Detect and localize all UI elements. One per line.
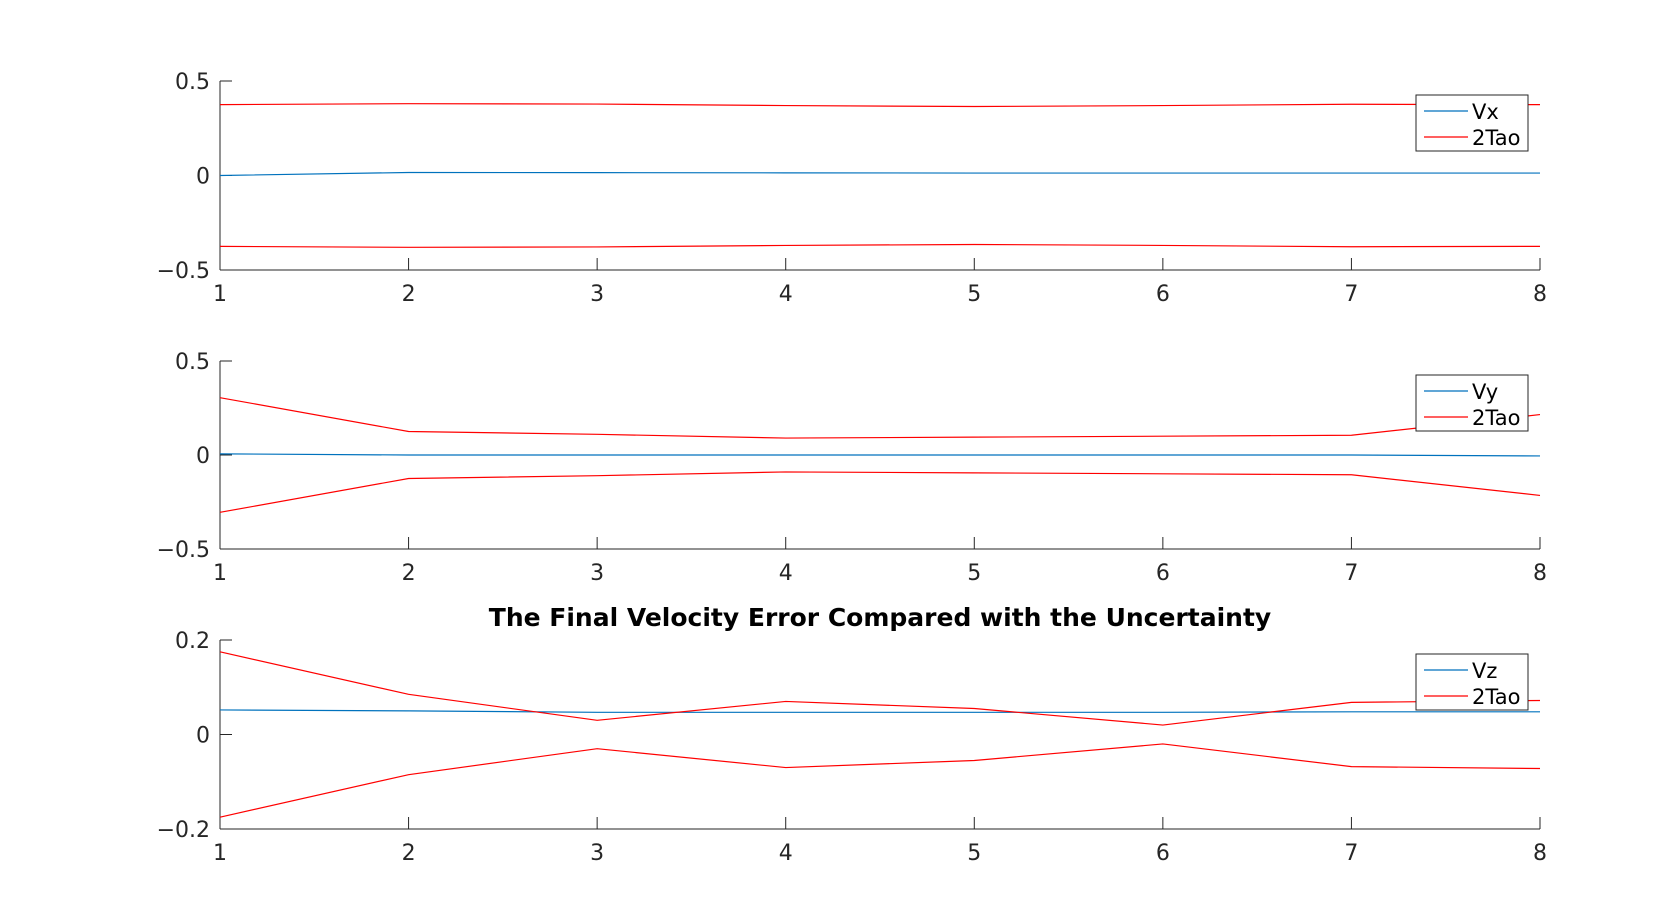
series-line-lower-bound bbox=[219, 471, 1541, 513]
y-tick-label: 0.5 bbox=[175, 350, 210, 375]
x-tick-label: 1 bbox=[213, 561, 227, 586]
legend-box bbox=[1415, 374, 1529, 432]
y-tick-label: 0 bbox=[196, 165, 210, 190]
x-tick-label: 8 bbox=[1533, 841, 1547, 866]
y-tick-label: −0.5 bbox=[157, 538, 210, 563]
x-tick-label: 7 bbox=[1344, 282, 1358, 307]
x-tick-label: 8 bbox=[1533, 561, 1547, 586]
legend-label: 2Tao bbox=[1472, 126, 1520, 150]
legend-label: Vz bbox=[1472, 659, 1497, 683]
y-tick-label: 0 bbox=[196, 724, 210, 749]
series-line-2tao bbox=[219, 651, 1541, 726]
y-tick-label: 0 bbox=[196, 444, 210, 469]
x-tick-label: 3 bbox=[590, 561, 604, 586]
x-tick-label: 2 bbox=[402, 841, 416, 866]
series-line-lower-bound bbox=[219, 243, 1541, 248]
series-line-2tao bbox=[219, 397, 1541, 439]
x-tick-label: 8 bbox=[1533, 282, 1547, 307]
legend-box bbox=[1415, 94, 1529, 152]
series-line-vz bbox=[219, 709, 1540, 713]
x-tick-label: 2 bbox=[402, 282, 416, 307]
x-tick-label: 3 bbox=[590, 282, 604, 307]
series-line-vx bbox=[219, 171, 1540, 177]
x-tick-label: 5 bbox=[967, 561, 981, 586]
x-tick-label: 5 bbox=[967, 841, 981, 866]
y-tick-label: −0.5 bbox=[157, 259, 210, 284]
x-tick-label: 7 bbox=[1344, 561, 1358, 586]
series-line-vy bbox=[219, 453, 1541, 457]
chart-title: The Final Velocity Error Compared with t… bbox=[489, 603, 1271, 632]
x-tick-label: 7 bbox=[1344, 841, 1358, 866]
x-tick-label: 1 bbox=[213, 841, 227, 866]
y-tick-label: 0.2 bbox=[175, 629, 210, 654]
x-tick-label: 4 bbox=[779, 282, 793, 307]
x-tick-label: 1 bbox=[213, 282, 227, 307]
x-tick-label: 3 bbox=[590, 841, 604, 866]
x-tick-label: 5 bbox=[967, 282, 981, 307]
x-tick-label: 6 bbox=[1156, 561, 1170, 586]
legend-label: 2Tao bbox=[1472, 406, 1520, 430]
y-tick-label: 0.5 bbox=[175, 70, 210, 95]
x-tick-label: 4 bbox=[779, 561, 793, 586]
series-line-lower-bound bbox=[219, 743, 1541, 818]
legend-label: Vx bbox=[1472, 100, 1499, 124]
x-tick-label: 4 bbox=[779, 841, 793, 866]
series-line-2tao bbox=[219, 103, 1541, 108]
y-tick-label: −0.2 bbox=[157, 818, 210, 843]
legend-label: 2Tao bbox=[1472, 685, 1520, 709]
legend-label: Vy bbox=[1472, 380, 1498, 404]
legend-box bbox=[1415, 653, 1529, 711]
x-tick-label: 2 bbox=[402, 561, 416, 586]
x-tick-label: 6 bbox=[1156, 841, 1170, 866]
x-tick-label: 6 bbox=[1156, 282, 1170, 307]
